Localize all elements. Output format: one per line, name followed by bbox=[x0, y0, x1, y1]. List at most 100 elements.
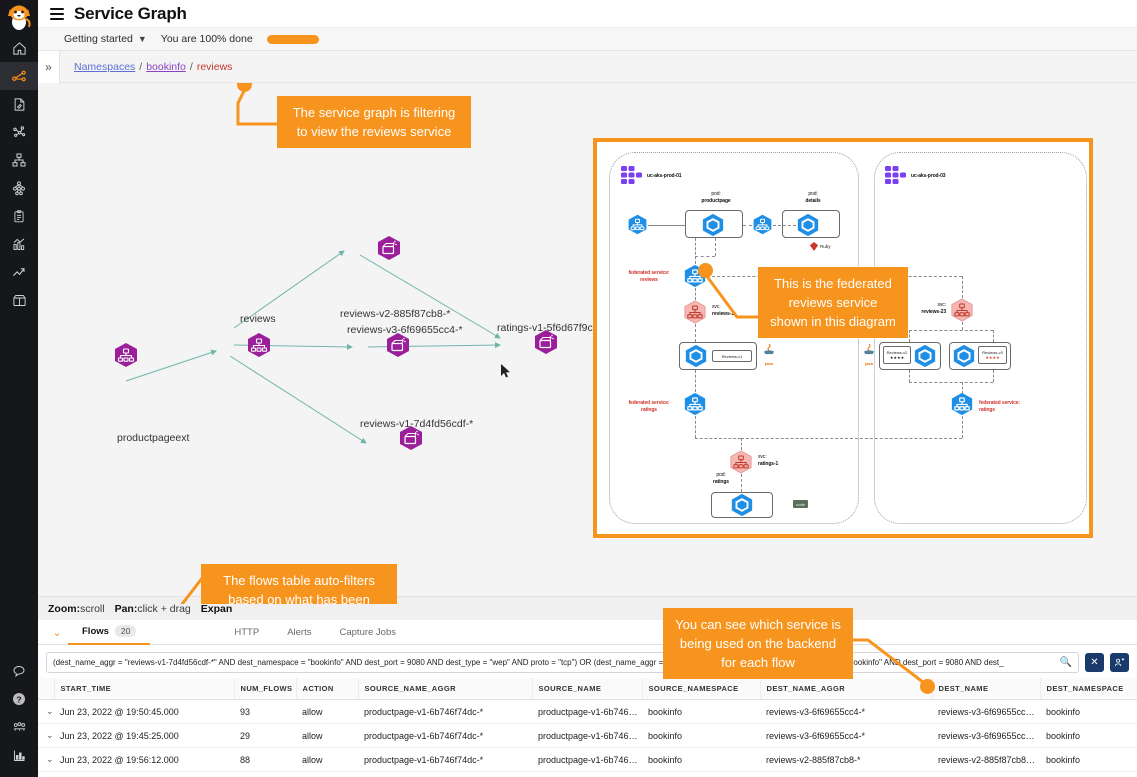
row-expand-icon[interactable]: ⌄ bbox=[38, 771, 54, 777]
cell-start-time: Jun 23, 2022 @ 19:56:12.000 bbox=[54, 747, 234, 772]
federated-ratings-right-icon bbox=[950, 392, 974, 419]
service-graph-canvas[interactable]: productpageext reviews reviews-v2-885f87… bbox=[38, 83, 1137, 604]
svc-reviews-23-label-1: svc: bbox=[937, 302, 947, 308]
sidebar-item-timeline[interactable] bbox=[0, 258, 38, 286]
pod-cube-icon-productpage bbox=[701, 213, 725, 240]
callout-filtering-dot bbox=[237, 83, 252, 92]
sidebar-item-policies[interactable] bbox=[0, 90, 38, 118]
cluster-box-prod-01 bbox=[609, 152, 859, 524]
getting-started-label: Getting started bbox=[64, 33, 133, 45]
magnifier-icon[interactable]: 🔍 bbox=[1059, 656, 1072, 668]
support-chat-icon[interactable] bbox=[0, 657, 38, 685]
hint-pan-value: click + drag bbox=[137, 602, 191, 615]
breadcrumb-item-namespaces[interactable]: Namespaces bbox=[74, 60, 136, 73]
tab-http[interactable]: HTTP bbox=[220, 620, 273, 645]
cell-source-namespace: bookinfo bbox=[642, 771, 760, 777]
cell-start-time: Jun 23, 2022 @ 19:50:45.000 bbox=[54, 771, 234, 777]
cell-dest-name: reviews-v3-6f69655cc… bbox=[932, 723, 1040, 748]
cell-source-name-aggr: productpage-v1-6b746f74dc-* bbox=[358, 771, 532, 777]
cell-source-namespace: bookinfo bbox=[642, 747, 760, 772]
graph-node-reviews-v3[interactable] bbox=[385, 332, 411, 358]
tigera-cat-logo[interactable] bbox=[0, 0, 38, 34]
federated-ratings-left-label-2: ratings bbox=[641, 407, 657, 413]
table-header-source-namespace[interactable]: SOURCE_NAMESPACE bbox=[642, 678, 761, 700]
callout-flows-table: The flows table auto-filters based on wh… bbox=[201, 564, 397, 604]
table-header-dest-name[interactable]: DEST_NAME bbox=[932, 678, 1041, 700]
flows-table[interactable]: START_TIME NUM_FLOWS ACTION SOURCE_NAME_… bbox=[38, 678, 1137, 777]
graph-node-reviews-v2[interactable] bbox=[376, 235, 402, 261]
sidebar-item-dashboard[interactable] bbox=[0, 34, 38, 62]
chevron-double-down-icon[interactable]: ⌄ bbox=[52, 626, 62, 639]
tab-capture-jobs[interactable]: Capture Jobs bbox=[326, 620, 411, 645]
table-header-source-name[interactable]: SOURCE_NAME bbox=[532, 678, 643, 700]
cell-start-time: Jun 23, 2022 @ 19:50:45.000 bbox=[54, 699, 234, 724]
table-header-dest-namespace[interactable]: DEST_NAMESPACE bbox=[1040, 678, 1137, 700]
expand-panel-button[interactable]: » bbox=[38, 50, 60, 83]
clear-search-button[interactable]: ✕ bbox=[1085, 652, 1104, 672]
federated-ratings-left-label-1: federated service: bbox=[628, 400, 670, 406]
tab-flows[interactable]: Flows 20 bbox=[68, 620, 151, 645]
pod-ratings-cube-icon bbox=[730, 493, 754, 520]
callout-flows-table-leader bbox=[158, 571, 218, 604]
table-header-source-name-aggr[interactable]: SOURCE_NAME_AGGR bbox=[358, 678, 533, 700]
cell-source-name: productpage-v1-6b746… bbox=[532, 771, 642, 777]
cluster-icon[interactable] bbox=[0, 713, 38, 741]
svc-ratings-1-label-2: ratings-1 bbox=[758, 461, 779, 467]
sidebar-item-endpoints[interactable] bbox=[0, 146, 38, 174]
row-expand-icon[interactable]: ⌄ bbox=[38, 699, 54, 724]
cell-source-name-aggr: productpage-v1-6b746f74dc-* bbox=[358, 747, 532, 772]
pod-details-label-1: pod: bbox=[808, 191, 818, 197]
graph-node-ratings-v1[interactable] bbox=[533, 329, 559, 355]
sidebar-item-image-assurance[interactable] bbox=[0, 286, 38, 314]
row-expand-icon[interactable]: ⌄ bbox=[38, 747, 54, 772]
node-js-badge: node bbox=[793, 500, 808, 508]
logs-icon[interactable] bbox=[0, 741, 38, 769]
hamburger-icon[interactable] bbox=[50, 7, 64, 20]
table-row[interactable]: ⌄ Jun 23, 2022 @ 19:56:12.000 88 allow p… bbox=[38, 747, 1137, 772]
graph-node-productpageext[interactable] bbox=[113, 342, 139, 368]
sidebar-item-compliance[interactable] bbox=[0, 202, 38, 230]
pod-ratings-label-1: pod: bbox=[716, 472, 726, 478]
hint-zoom-key: Zoom: bbox=[48, 602, 81, 615]
callout-federated-dot bbox=[698, 263, 713, 278]
cell-action: allow bbox=[296, 723, 358, 748]
graph-node-label-productpageext: productpageext bbox=[117, 432, 190, 444]
graph-node-label-ratings-v1: ratings-v1-5f6d67f9c9-* bbox=[497, 322, 607, 334]
sidebar-item-network-sets[interactable] bbox=[0, 174, 38, 202]
table-row[interactable]: ⌄ Jun 23, 2022 @ 19:50:45.000 72 allow p… bbox=[38, 771, 1137, 777]
cell-source-name-aggr: productpage-v1-6b746f74dc-* bbox=[358, 699, 532, 724]
cell-source-name: productpage-v1-6b746… bbox=[532, 747, 642, 772]
graph-controls-hint: Zoom:scroll Pan:click + drag Expan bbox=[38, 596, 1137, 620]
table-header-action[interactable]: ACTION bbox=[296, 678, 359, 700]
getting-started-bar: Getting started ▼ You are 100% done bbox=[38, 27, 1137, 51]
graph-node-reviews-v1[interactable] bbox=[398, 425, 424, 451]
cell-dest-name: reviews-v2-885f87cb8… bbox=[932, 747, 1040, 772]
breadcrumb-item-bookinfo[interactable]: bookinfo bbox=[146, 60, 186, 73]
pod-details-label-2: details bbox=[805, 198, 821, 204]
table-row[interactable]: ⌄ Jun 23, 2022 @ 19:50:45.000 93 allow p… bbox=[38, 699, 1137, 724]
table-header-start-time[interactable]: START_TIME bbox=[54, 678, 235, 700]
help-icon[interactable]: ? bbox=[0, 685, 38, 713]
pod-productpage-label-1: pod: bbox=[711, 191, 721, 197]
table-header-num-flows[interactable]: NUM_FLOWS bbox=[234, 678, 297, 700]
sidebar-item-kibana[interactable] bbox=[0, 230, 38, 258]
hint-expand-key: Expan bbox=[200, 602, 233, 615]
tab-alerts[interactable]: Alerts bbox=[273, 620, 325, 645]
chevron-down-icon: ▼ bbox=[137, 34, 147, 44]
cell-dest-namespace: bookinfo bbox=[1040, 723, 1137, 748]
table-row[interactable]: ⌄ Jun 23, 2022 @ 19:45:25.000 29 allow p… bbox=[38, 723, 1137, 748]
cell-num-flows: 72 bbox=[234, 771, 296, 777]
cell-num-flows: 88 bbox=[234, 747, 296, 772]
cell-dest-name-aggr: reviews-v3-6f69655cc4-* bbox=[760, 699, 932, 724]
table-header-dest-name-aggr[interactable]: DEST_NAME_AGGR bbox=[760, 678, 933, 700]
graph-node-reviews[interactable] bbox=[246, 332, 272, 358]
save-filter-button[interactable] bbox=[1110, 652, 1129, 672]
row-expand-icon[interactable]: ⌄ bbox=[38, 723, 54, 748]
reviews-v3-pill: Reviews-v3 ★★★★ bbox=[978, 346, 1007, 364]
sidebar-item-service-graph[interactable] bbox=[0, 62, 38, 90]
sidebar-item-nodes[interactable] bbox=[0, 118, 38, 146]
federated-reviews-label-2: reviews bbox=[640, 277, 658, 283]
tab-flows-label: Flows bbox=[82, 625, 109, 637]
getting-started-dropdown[interactable]: Getting started ▼ bbox=[64, 33, 147, 45]
table-header-row: START_TIME NUM_FLOWS ACTION SOURCE_NAME_… bbox=[38, 678, 1137, 700]
